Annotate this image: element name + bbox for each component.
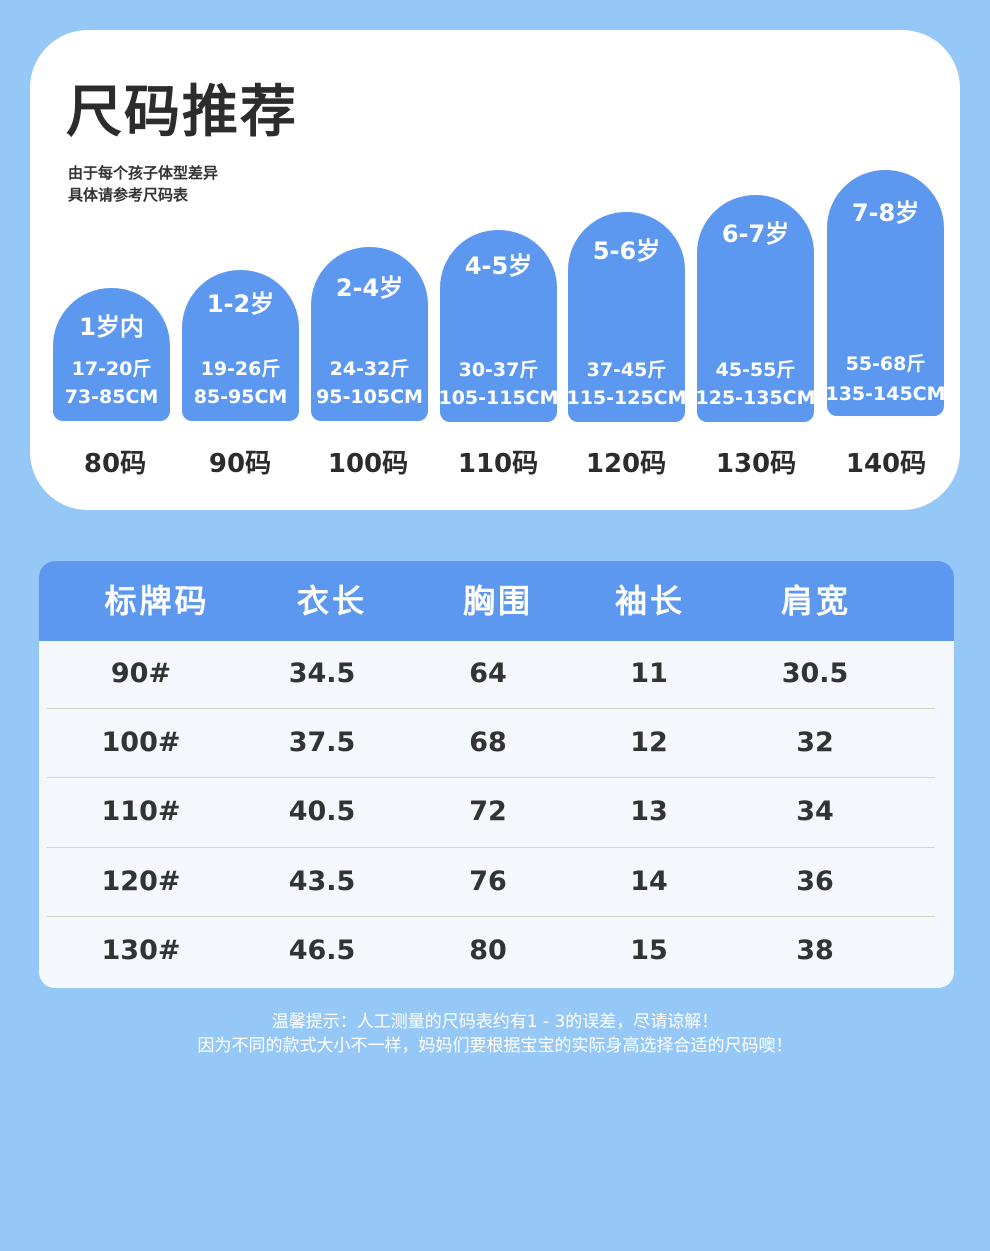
row-divider: [47, 708, 935, 709]
weight-range: 17-20斤: [71, 358, 152, 380]
age-pill-7: 7-8岁 55-68斤 135-145CM: [825, 170, 946, 416]
cell-chest: 68: [469, 727, 507, 758]
weight-range: 24-32斤: [329, 358, 410, 380]
header-tag-size: 标牌码: [104, 582, 210, 620]
height-range: 105-115CM: [438, 387, 559, 409]
age-label: 6-7岁: [721, 220, 790, 248]
size-note: 由于每个孩子体型差异 具体请参考尺码表: [68, 162, 218, 206]
table-row: 90# 34.5 64 11 30.5: [39, 639, 954, 708]
cell-sleeve: 12: [630, 727, 668, 758]
table-row: 100# 37.5 68 12 32: [39, 708, 954, 777]
table-row: 110# 40.5 72 13 34: [39, 777, 954, 846]
age-pill-4: 4-5岁 30-37斤 105-115CM: [438, 230, 559, 422]
table-row: 120# 43.5 76 14 36: [39, 847, 954, 916]
cell-tag-size: 130#: [101, 935, 181, 966]
cell-chest: 64: [469, 658, 507, 689]
size-label-110: 110码: [457, 449, 539, 479]
size-note-line1: 由于每个孩子体型差异: [68, 164, 219, 182]
size-label-80: 80码: [83, 449, 147, 479]
age-pill-5: 5-6岁 37-45斤 115-125CM: [566, 212, 687, 422]
cell-length: 37.5: [288, 727, 356, 758]
size-label-90: 90码: [208, 449, 272, 479]
page-title: 尺码推荐: [66, 80, 298, 145]
cell-length: 34.5: [288, 658, 356, 689]
row-divider: [47, 777, 935, 778]
size-label-100: 100码: [327, 449, 409, 479]
age-pill-3: 2-4岁 24-32斤 95-105CM: [311, 247, 428, 421]
age-pill-2: 1-2岁 19-26斤 85-95CM: [182, 270, 299, 421]
weight-range: 45-55斤: [715, 359, 796, 381]
size-table: 标牌码 衣长 胸围 袖长 肩宽 90# 34.5 64 11 30.5 100#…: [39, 561, 954, 988]
table-header: 标牌码 衣长 胸围 袖长 肩宽: [39, 561, 954, 641]
age-label: 5-6岁: [592, 237, 661, 265]
cell-chest: 76: [469, 866, 507, 897]
size-label-140: 140码: [845, 449, 927, 479]
weight-range: 30-37斤: [458, 359, 539, 381]
row-divider: [47, 916, 935, 917]
size-recommend-card: 尺码推荐 由于每个孩子体型差异 具体请参考尺码表 1岁内 17-20斤 73-8…: [30, 30, 960, 510]
cell-length: 46.5: [288, 935, 356, 966]
cell-tag-size: 90#: [110, 658, 172, 689]
age-label: 4-5岁: [464, 252, 533, 280]
age-label: 1-2岁: [206, 290, 275, 318]
cell-shoulder: 32: [796, 727, 834, 758]
age-pill-6: 6-7岁 45-55斤 125-135CM: [695, 195, 816, 422]
cell-length: 43.5: [288, 866, 356, 897]
header-length: 衣长: [296, 582, 367, 620]
height-range: 135-145CM: [825, 383, 946, 405]
weight-range: 37-45斤: [586, 359, 667, 381]
table-row: 130# 46.5 80 15 38: [39, 916, 954, 985]
height-range: 95-105CM: [316, 386, 423, 408]
footer-tip-line2: 因为不同的款式大小不一样，妈妈们要根据宝宝的实际身高选择合适的尺码噢！: [197, 1036, 793, 1056]
cell-length: 40.5: [288, 796, 356, 827]
cell-shoulder: 34: [796, 796, 834, 827]
cell-tag-size: 100#: [101, 727, 181, 758]
cell-chest: 72: [469, 796, 507, 827]
height-range: 125-135CM: [695, 387, 816, 409]
row-divider: [47, 847, 935, 848]
size-label-120: 120码: [585, 449, 667, 479]
cell-sleeve: 13: [630, 796, 668, 827]
age-label: 1岁内: [79, 313, 144, 341]
cell-tag-size: 110#: [101, 796, 181, 827]
footer-tip-line1: 温馨提示：人工测量的尺码表约有1 - 3的误差，尽请谅解！: [271, 1012, 719, 1032]
height-range: 115-125CM: [566, 387, 687, 409]
height-range: 73-85CM: [64, 386, 159, 408]
cell-shoulder: 38: [796, 935, 834, 966]
age-label: 2-4岁: [335, 274, 404, 302]
cell-tag-size: 120#: [101, 866, 181, 897]
cell-shoulder: 36: [796, 866, 834, 897]
size-label-130: 130码: [715, 449, 797, 479]
height-range: 85-95CM: [193, 386, 288, 408]
header-shoulder: 肩宽: [780, 582, 851, 620]
cell-chest: 80: [469, 935, 507, 966]
weight-range: 55-68斤: [845, 353, 926, 375]
cell-sleeve: 11: [630, 658, 668, 689]
header-chest: 胸围: [462, 582, 533, 620]
weight-range: 19-26斤: [200, 358, 281, 380]
header-sleeve: 袖长: [614, 582, 685, 620]
size-note-line2: 具体请参考尺码表: [68, 186, 189, 204]
cell-sleeve: 14: [630, 866, 668, 897]
age-pill-1: 1岁内 17-20斤 73-85CM: [53, 288, 170, 421]
age-label: 7-8岁: [851, 199, 920, 227]
cell-sleeve: 15: [630, 935, 668, 966]
cell-shoulder: 30.5: [781, 658, 849, 689]
